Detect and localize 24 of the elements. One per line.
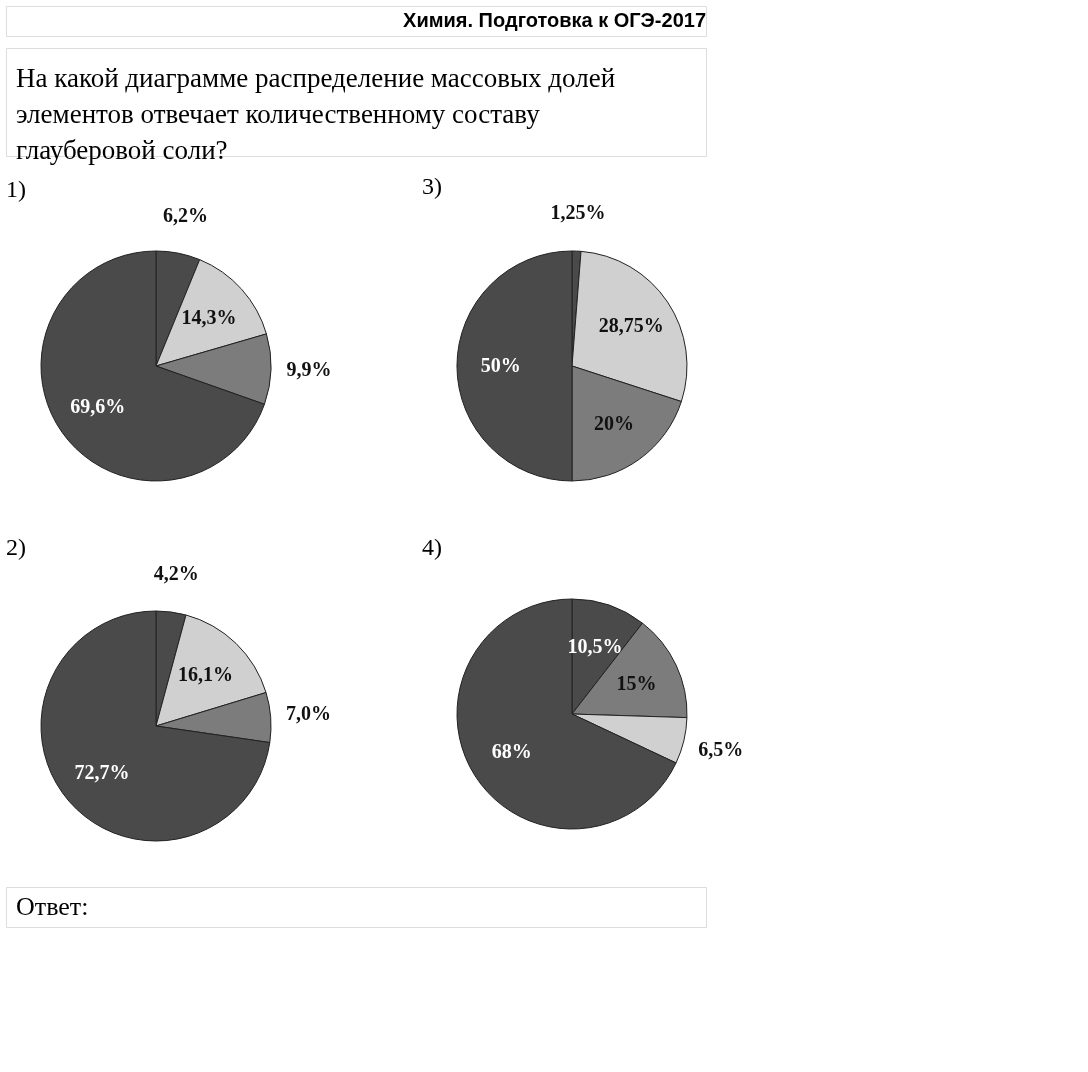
data-label: 50% — [480, 354, 521, 376]
data-label: 1,25% — [550, 201, 606, 224]
chart-title: 2) — [6, 534, 26, 561]
data-label: 7,0% — [286, 702, 332, 725]
data-label: 69,6% — [70, 395, 126, 418]
data-label: 4,2% — [153, 562, 199, 585]
chart-title: 1) — [6, 175, 26, 202]
data-label: 10,5% — [567, 634, 623, 657]
text: На какой диаграмме распределение массовых долей элементов отвечает количественному составу глауберовой соли? — [16, 63, 616, 165]
data-label: 9,9% — [286, 358, 332, 381]
pie-slice — [40, 610, 271, 842]
data-label: 16,1% — [178, 662, 234, 685]
data-label: 14,3% — [181, 306, 237, 329]
data-label: 28,75% — [598, 314, 664, 337]
data-label: 15% — [616, 671, 657, 694]
chart-title: 4) — [422, 534, 442, 560]
data-label: 6,2% — [163, 203, 209, 226]
text: Химия. Подготовка к ОГЭ-2017 — [403, 9, 706, 31]
data-label: 20% — [593, 411, 634, 434]
text: Ответ: — [16, 892, 89, 921]
data-label: 68% — [491, 740, 532, 763]
chart-title: 3) — [422, 173, 442, 200]
data-label: 6,5% — [698, 737, 744, 760]
data-label: 72,7% — [74, 760, 130, 783]
